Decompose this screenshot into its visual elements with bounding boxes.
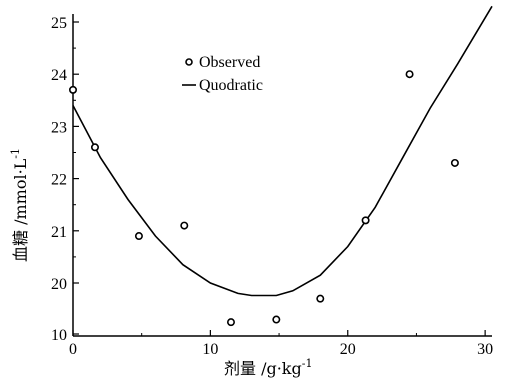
x-tick-label: 30 — [477, 341, 493, 358]
x-axis-label: 剂量 /g·kg-1 — [224, 357, 312, 378]
legend-marker-observed — [185, 58, 193, 66]
y-tick-label: 23 — [51, 119, 67, 136]
observed-point — [90, 143, 99, 152]
observed-points-layer — [69, 70, 459, 327]
axes — [72, 14, 492, 337]
quadratic-curve-layer — [72, 5, 493, 297]
x-tick-label: 20 — [340, 341, 356, 358]
observed-point — [69, 85, 78, 94]
observed-point — [272, 315, 281, 324]
quadratic-curve — [72, 5, 493, 297]
observed-point — [226, 318, 235, 327]
observed-point — [405, 70, 414, 79]
x-tick-label: 10 — [202, 341, 218, 358]
x-axis-label-superscript: -1 — [302, 357, 313, 370]
y-tick-label: 25 — [51, 15, 67, 32]
y-axis-label-superscript: -1 — [9, 148, 22, 159]
observed-point — [180, 221, 189, 230]
x-tick-label: 0 — [69, 341, 77, 358]
observed-point — [361, 216, 370, 225]
observed-point — [316, 294, 325, 303]
legend-label-quadratic: Quodratic — [199, 77, 263, 94]
y-tick-label: 20 — [51, 276, 67, 293]
x-axis-label-text: 剂量 /g·kg — [224, 359, 302, 378]
observed-point — [450, 158, 459, 167]
y-tick-label: 24 — [51, 67, 67, 84]
y-axis-label: 血糖 /mmol·L-1 — [9, 148, 30, 262]
y-tick-label: 22 — [51, 172, 67, 189]
y-tick-label: 21 — [51, 224, 67, 241]
y-tick-label: 10 — [51, 327, 67, 344]
y-axis-label-text: 血糖 /mmol·L — [11, 158, 30, 262]
legend: Observed Quodratic — [182, 54, 263, 94]
legend-label-observed: Observed — [199, 54, 260, 71]
observed-point — [134, 232, 143, 241]
